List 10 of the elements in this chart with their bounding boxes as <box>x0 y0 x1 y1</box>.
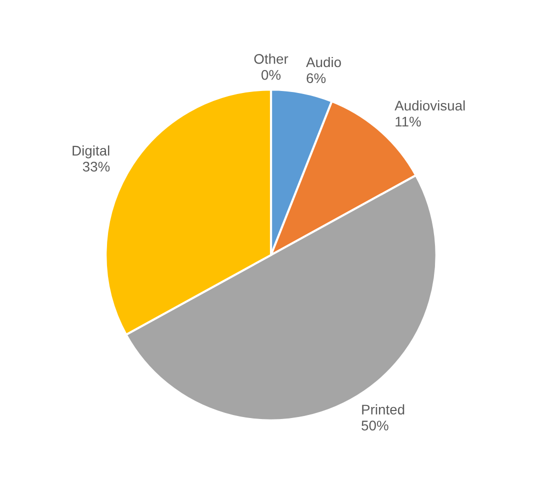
category-label: Other <box>254 54 288 64</box>
slice-label: Printed <box>362 404 404 415</box>
data-label: 50% <box>362 420 388 430</box>
slice-label: Audiovisual <box>394 100 465 111</box>
data-label: 33% <box>82 162 110 172</box>
slice-label: Audio <box>306 56 341 68</box>
data-label: 11% <box>396 116 421 126</box>
text: 0% <box>262 70 281 80</box>
slice-label: Digital <box>72 145 110 158</box>
data-label: 6% <box>306 73 326 84</box>
